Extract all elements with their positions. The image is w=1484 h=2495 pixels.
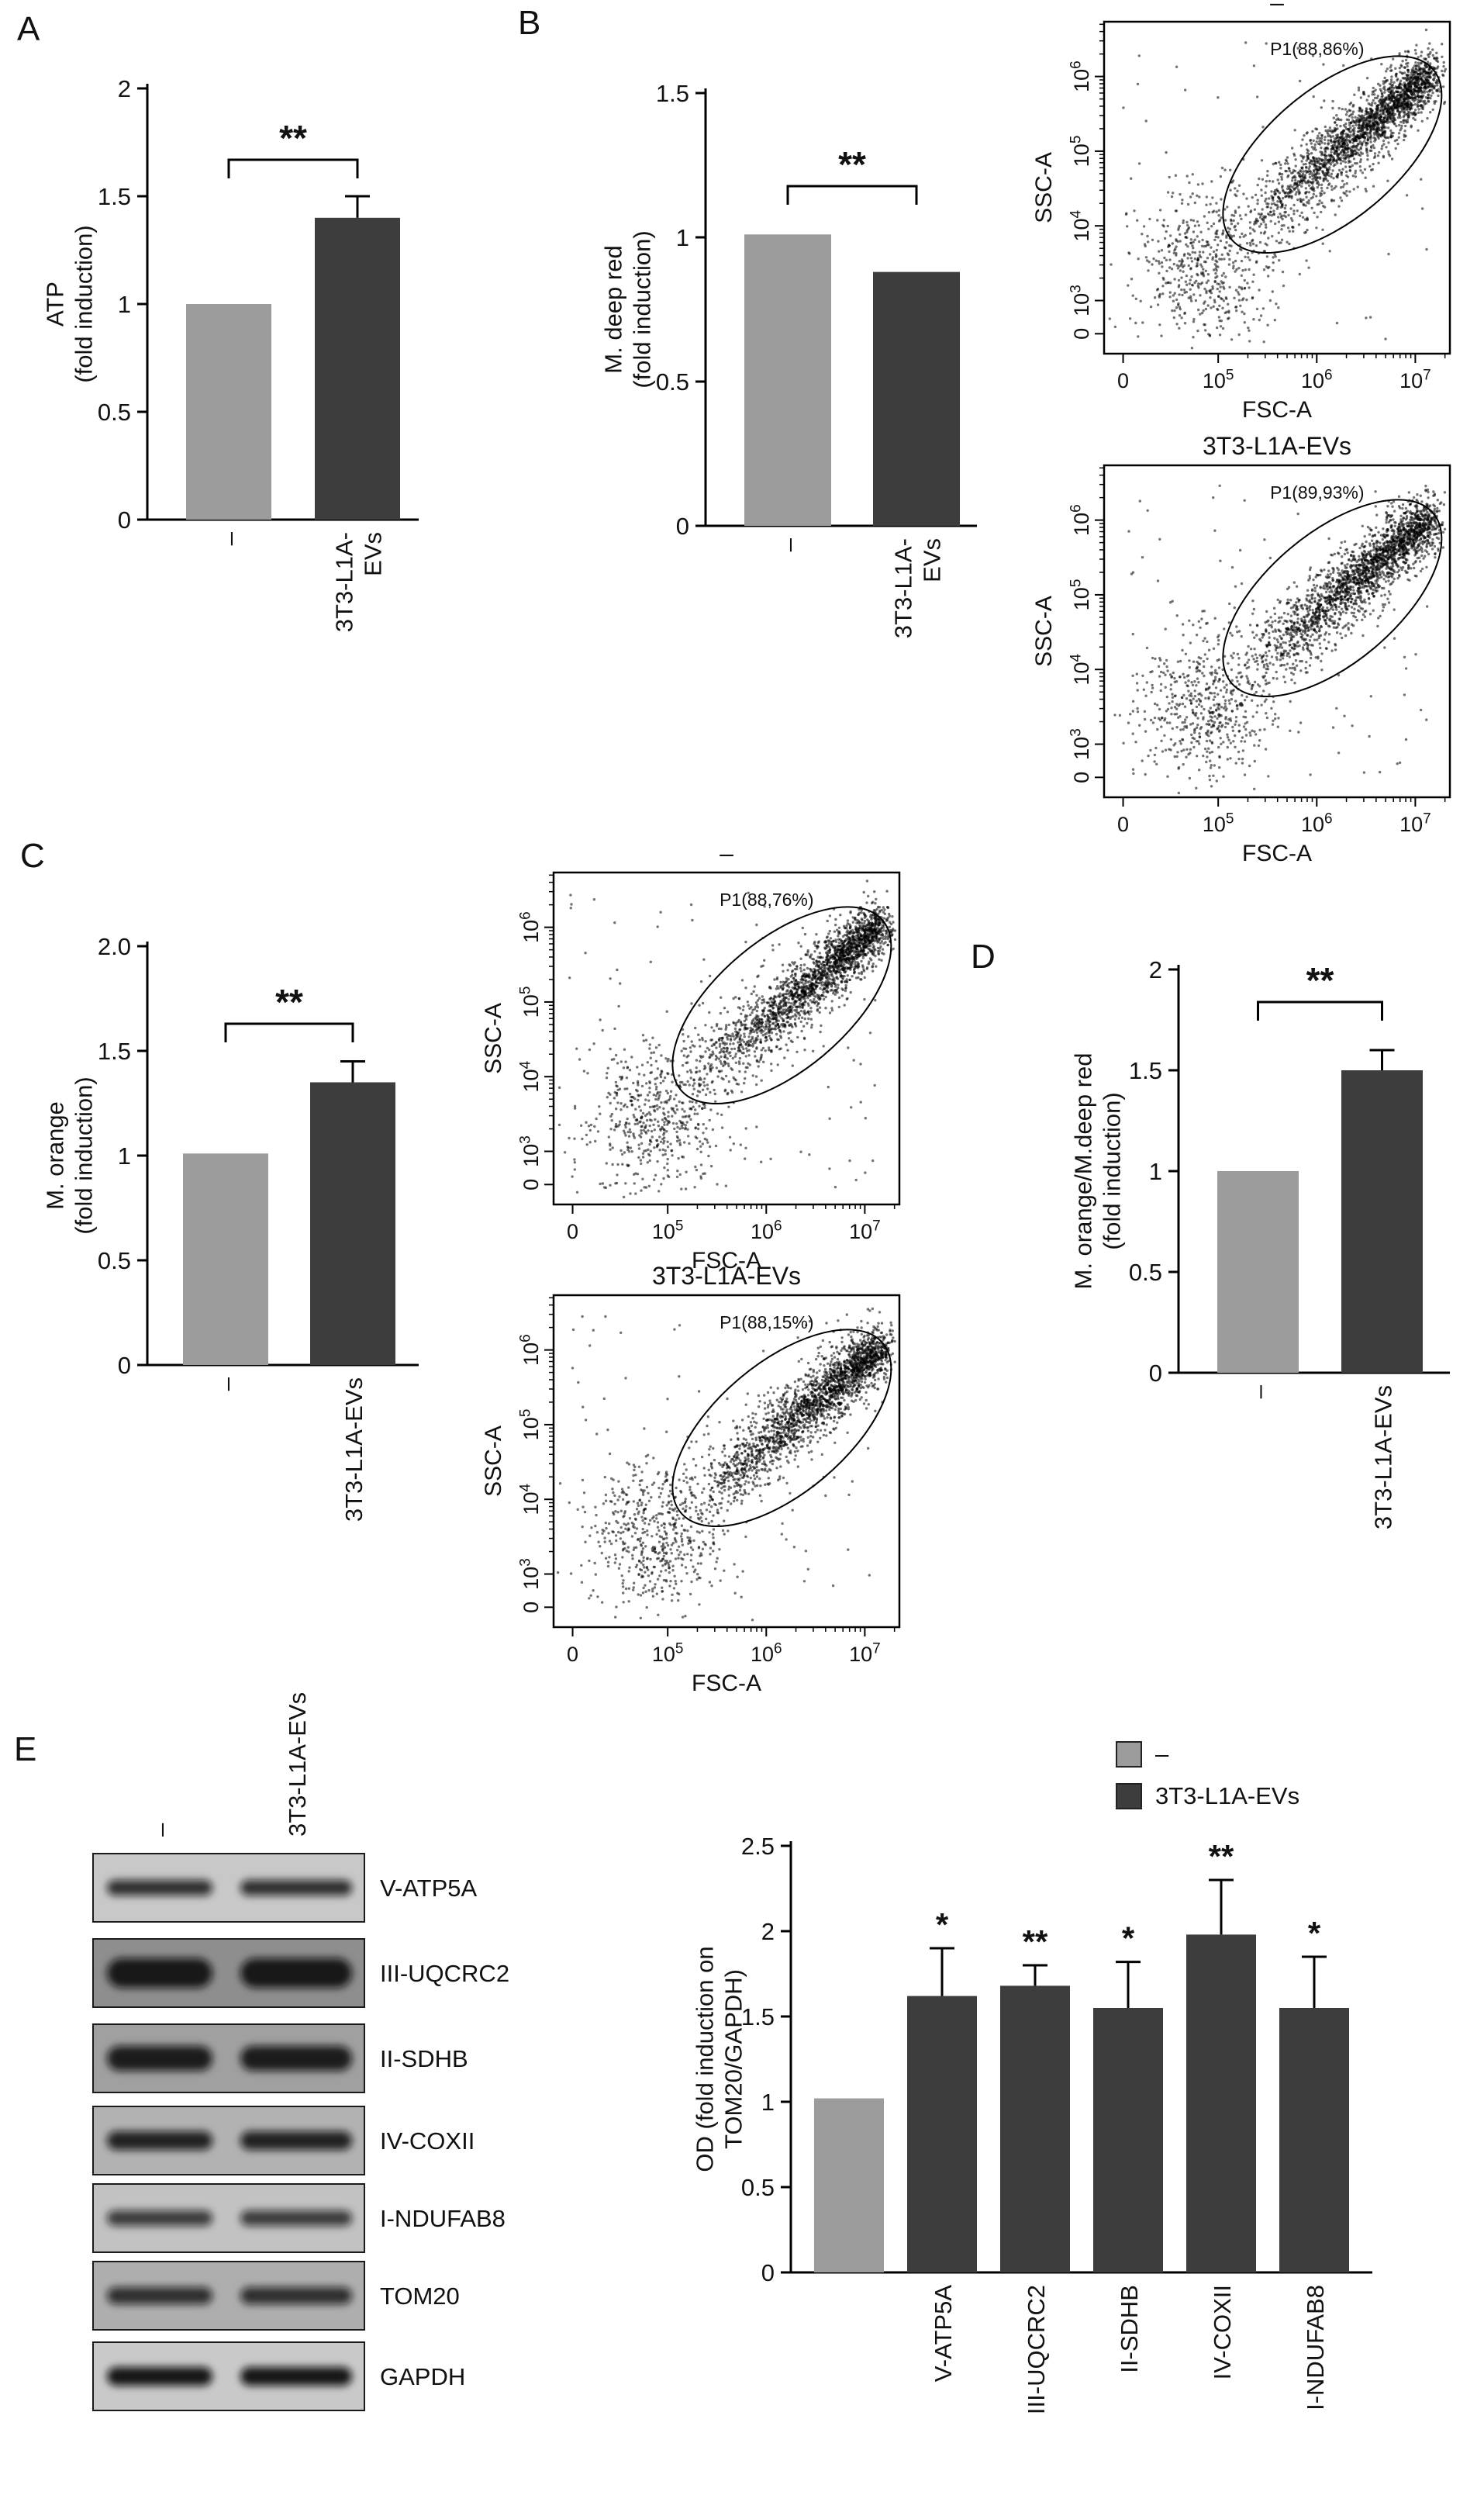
- svg-text:–: –: [1270, 0, 1284, 16]
- flow-plot-c-treated: 3T3-L1A-EVs 0 105 106 107 0 103 104 105 106 FSC-A S…: [481, 1262, 934, 1761]
- svg-text:107: 107: [1399, 811, 1431, 836]
- svg-text:ATP: ATP: [42, 282, 69, 327]
- svg-text:1.5: 1.5: [98, 183, 131, 210]
- panel-e-od-bar-chart: 0 0.5 1 1.5 2 2.5 OD (fold induction on TOM20/G…: [692, 1706, 1484, 2490]
- svg-text:106: 106: [1301, 368, 1333, 392]
- svg-text:FSC-A: FSC-A: [1242, 841, 1312, 866]
- svg-text:1: 1: [118, 291, 131, 318]
- svg-text:0: 0: [676, 513, 689, 540]
- svg-text:0: 0: [1070, 328, 1093, 340]
- svg-text:105: 105: [1068, 579, 1093, 611]
- svg-text:105: 105: [1068, 136, 1093, 168]
- svg-text:(fold induction): (fold induction): [629, 230, 656, 388]
- svg-text:105: 105: [1203, 811, 1234, 836]
- panel-a-label: A: [17, 10, 40, 48]
- svg-text:0.5: 0.5: [98, 399, 131, 426]
- svg-text:EVs: EVs: [919, 538, 946, 582]
- panel-b-deepred-bar-chart: 0 0.5 1 1.5 M. deep red (fold induction) – 3T3-…: [589, 47, 1023, 729]
- panel-d-ratio-bar-chart: 0 0.5 1 1.5 2 M. orange/M.deep red (fold induc…: [1062, 915, 1484, 1613]
- svg-text:103: 103: [1068, 285, 1093, 316]
- panel-d-label: D: [971, 938, 996, 976]
- svg-text:1: 1: [676, 224, 689, 251]
- svg-text:0: 0: [118, 506, 131, 534]
- svg-text:3T3-L1A-EVs: 3T3-L1A-EVs: [1203, 432, 1351, 460]
- svg-text:SSC-A: SSC-A: [1031, 152, 1057, 223]
- flow-plot-b-treated: 3T3-L1A-EVs 0 105 106 107 0 103 104 105 106 FSC-A S…: [1031, 432, 1484, 931]
- panel-b-label: B: [518, 4, 541, 42]
- svg-text:FSC-A: FSC-A: [1242, 397, 1312, 423]
- panel-c-label: C: [20, 837, 45, 875]
- svg-text:1.5: 1.5: [656, 80, 689, 107]
- svg-text:P1(88,86%): P1(88,86%): [1270, 39, 1364, 59]
- svg-text:EVs: EVs: [360, 532, 387, 576]
- svg-text:107: 107: [1399, 368, 1431, 392]
- svg-text:M. deep red: M. deep red: [600, 245, 627, 373]
- svg-text:0: 0: [1117, 369, 1129, 392]
- flow-plot-c-control: –0 105 106 107 0 103 104 105 106 FSC-A SSC-A P1(88,…: [481, 839, 934, 1291]
- svg-text:**: **: [279, 118, 307, 158]
- svg-text:0: 0: [1117, 813, 1129, 836]
- svg-text:SSC-A: SSC-A: [1031, 596, 1057, 667]
- svg-text:104: 104: [1068, 209, 1093, 241]
- svg-text:103: 103: [1068, 728, 1093, 760]
- svg-text:**: **: [838, 144, 866, 185]
- svg-text:2: 2: [118, 75, 131, 102]
- svg-text:106: 106: [1068, 60, 1093, 92]
- svg-text:106: 106: [1301, 811, 1333, 836]
- panel-c-orange-bar-chart: 0 0.5 1 1.5 2.0 M. orange (fold induction) –3T3…: [31, 892, 465, 1590]
- panel-e-label: E: [14, 1730, 37, 1768]
- svg-text:106: 106: [1068, 504, 1093, 536]
- svg-text:3T3-L1A-: 3T3-L1A-: [331, 532, 358, 632]
- svg-text:–: –: [216, 531, 243, 545]
- panel-e-western-blots: –3T3-L1A-EVs V-ATP5A III-UQCRC2 II-SDHB IV-C…: [78, 1692, 713, 2490]
- svg-text:(fold induction): (fold induction): [71, 225, 98, 382]
- svg-text:0: 0: [1070, 772, 1093, 783]
- svg-text:105: 105: [1203, 368, 1234, 392]
- panel-a-atp-bar-chart: 0 0.5 1 1.5 2 ATP (fold induction) – 3T3-L1A- EVs…: [31, 47, 465, 714]
- flow-plot-b-control: – 0 105 106 107 0 103 104 105 106 FSC-A SSC-A P1(88,…: [1031, 0, 1484, 450]
- svg-text:3T3-L1A-: 3T3-L1A-: [890, 538, 917, 638]
- svg-text:0.5: 0.5: [656, 368, 689, 396]
- svg-text:104: 104: [1068, 653, 1093, 685]
- svg-text:–: –: [775, 537, 802, 551]
